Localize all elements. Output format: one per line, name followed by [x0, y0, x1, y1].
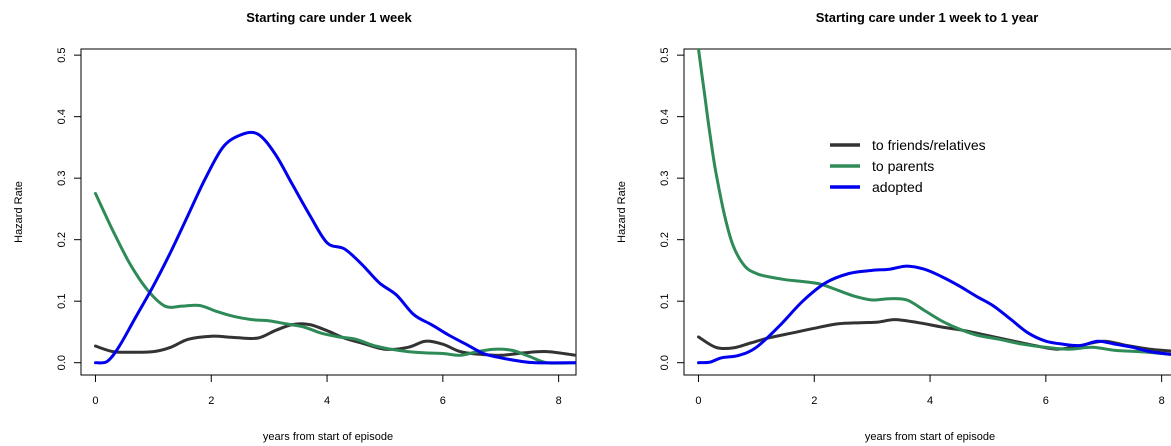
y-tick-label: 0.1: [659, 294, 671, 309]
y-tick-label: 0.5: [659, 48, 671, 63]
legend-label: to parents: [872, 158, 934, 174]
x-tick-label: 2: [811, 395, 817, 407]
x-tick-label: 4: [927, 395, 933, 407]
x-tick-label: 6: [440, 395, 446, 407]
legend: to friends/relatives to parents adopted: [830, 137, 986, 195]
series-lines: [697, 49, 1171, 365]
y-tick-label: 0.3: [56, 171, 68, 186]
y-tick-label: 0.2: [56, 232, 68, 247]
series-line-adopted: [94, 130, 576, 365]
y-tick-label: 0.0: [659, 355, 671, 370]
y-tick-label: 0.4: [659, 109, 671, 124]
y-axis-label: Hazard Rate: [13, 181, 25, 243]
series-lines: [94, 130, 576, 365]
y-axis-label: Hazard Rate: [616, 181, 628, 243]
legend-label: to friends/relatives: [872, 137, 986, 153]
plot-frame: [80, 48, 577, 376]
x-tick-label: 0: [695, 395, 701, 407]
y-tick-label: 0.5: [56, 48, 68, 63]
axis-ticks: 0 2 4 6 8 0.0 0.1 0.2 0.3 0.4 0.5: [659, 48, 1165, 407]
x-tick-label: 2: [208, 395, 214, 407]
x-tick-label: 0: [92, 395, 98, 407]
axis-ticks: 0 2 4 6 8 0.0 0.1 0.2 0.3 0.4 0.5: [56, 48, 562, 407]
y-tick-label: 0.4: [56, 109, 68, 124]
series-line-to-parents: [697, 49, 1171, 356]
x-axis-label: years from start of episode: [263, 431, 393, 443]
x-tick-label: 4: [324, 395, 330, 407]
x-tick-label: 8: [556, 395, 562, 407]
series-line-to-parents: [94, 192, 576, 365]
y-tick-label: 0.1: [56, 294, 68, 309]
y-tick-label: 0.0: [56, 355, 68, 370]
chart-panel-left: Starting care under 1 week years from st…: [13, 10, 577, 443]
chart-panel-right: Starting care under 1 week to 1 year yea…: [616, 10, 1171, 443]
x-tick-label: 6: [1043, 395, 1049, 407]
y-tick-label: 0.2: [659, 232, 671, 247]
chart-title: Starting care under 1 week: [246, 10, 412, 25]
legend-label: adopted: [872, 179, 923, 195]
series-line-adopted: [697, 264, 1171, 365]
series-line-to-friends-relatives: [94, 322, 576, 357]
chart-title: Starting care under 1 week to 1 year: [816, 10, 1039, 25]
x-axis-label: years from start of episode: [865, 431, 995, 443]
y-tick-label: 0.3: [659, 171, 671, 186]
plot-frame: [683, 48, 1171, 376]
x-tick-label: 8: [1159, 395, 1165, 407]
